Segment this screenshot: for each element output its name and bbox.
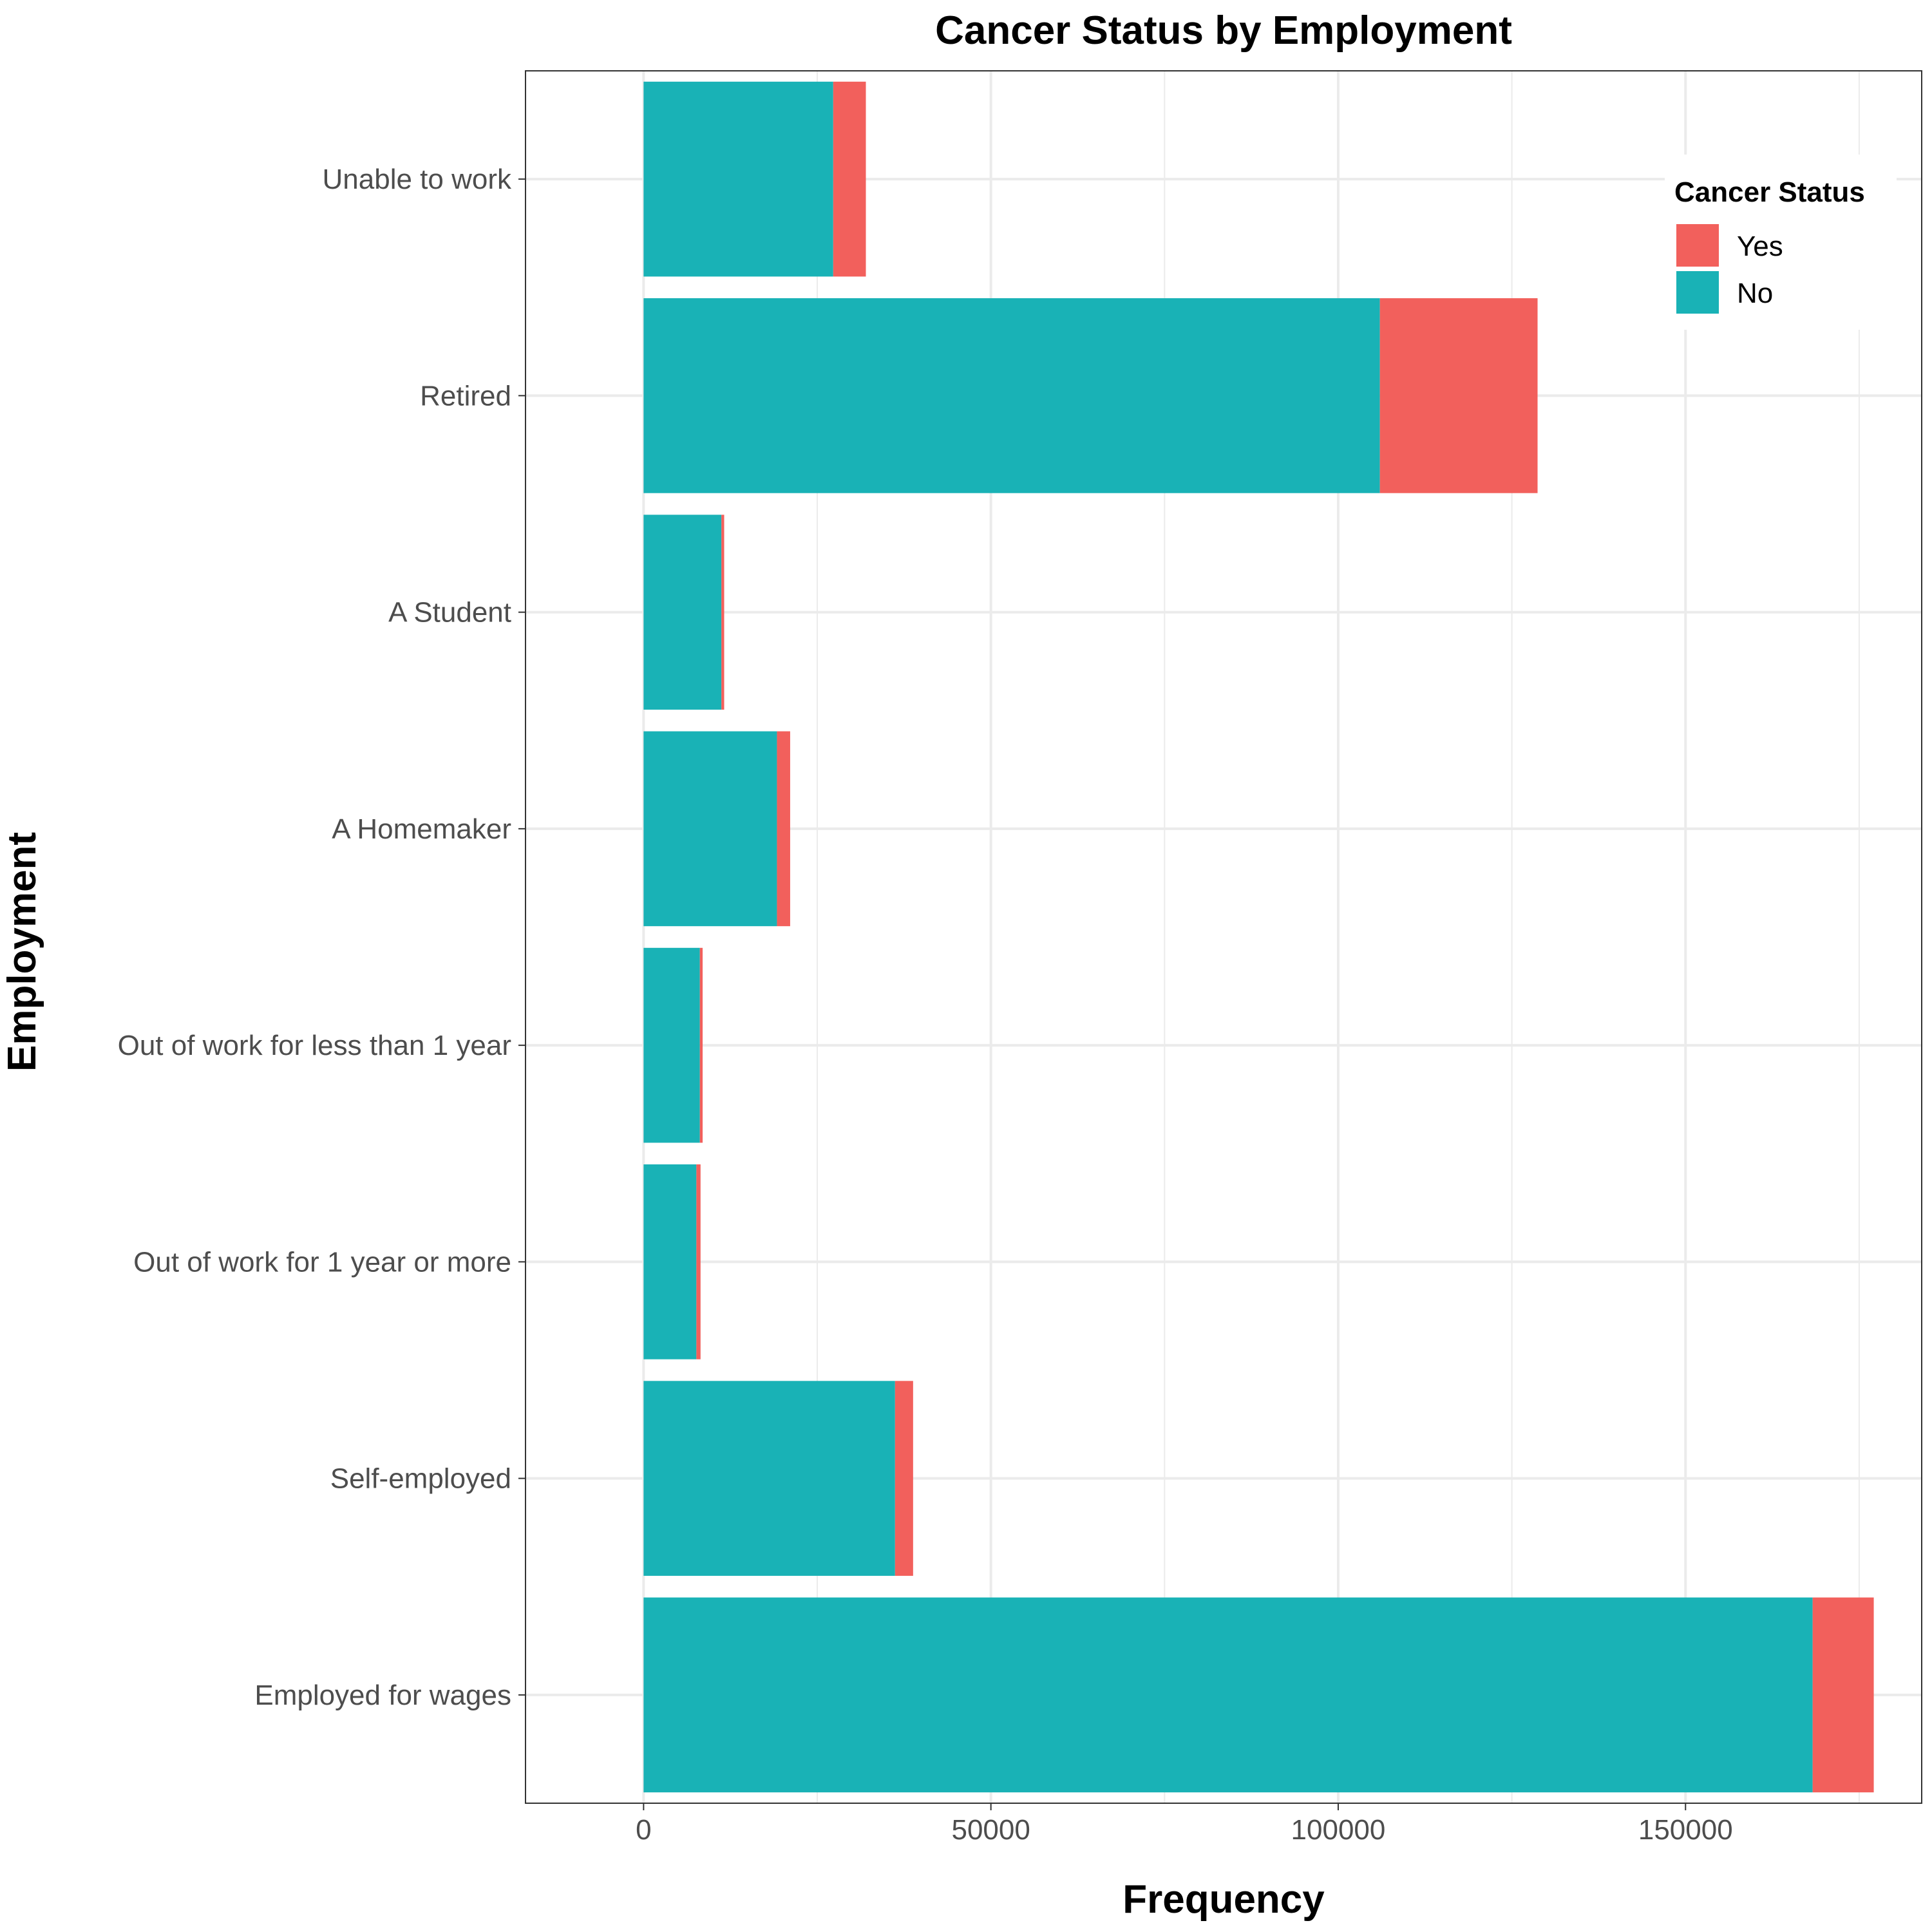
- bars: [643, 81, 1874, 1793]
- y-tick-label: Retired: [420, 380, 511, 412]
- bar-unable-to-work-yes: [833, 81, 866, 277]
- bar-self-employed-yes: [895, 1381, 913, 1576]
- legend-title: Cancer Status: [1674, 176, 1865, 208]
- y-tick-label: Self-employed: [330, 1463, 511, 1495]
- x-tick-label: 50000: [951, 1814, 1030, 1846]
- legend-key-yes: [1676, 224, 1719, 267]
- legend-label-yes: Yes: [1737, 231, 1783, 262]
- y-tick-label: A Homemaker: [332, 813, 511, 845]
- chart-title: Cancer Status by Employment: [935, 8, 1512, 53]
- axes: Unable to work Retired A Student A Homemake…: [118, 164, 1733, 1846]
- bar-self-employed-no: [643, 1381, 895, 1576]
- legend: Cancer Status Yes No: [1665, 155, 1897, 330]
- legend-label-no: No: [1737, 278, 1773, 309]
- bar-employed-for-wages-yes: [1812, 1597, 1874, 1793]
- bar-out-of-work-for-1-year-or-more-yes: [696, 1164, 701, 1359]
- y-tick-label: Out of work for 1 year or more: [133, 1246, 511, 1278]
- bar-a-student-yes: [721, 515, 724, 710]
- legend-key-no: [1676, 271, 1719, 314]
- x-tick-label: 150000: [1638, 1814, 1733, 1846]
- bar-unable-to-work-no: [643, 81, 833, 277]
- bar-out-of-work-for-1-year-or-more-no: [643, 1164, 697, 1359]
- bar-a-homemaker-yes: [777, 731, 790, 927]
- panel-border: [525, 70, 1922, 1804]
- y-tick-label: Out of work for less than 1 year: [118, 1030, 511, 1061]
- y-tick-label: Employed for wages: [254, 1680, 511, 1711]
- bar-a-student-no: [643, 515, 722, 710]
- bar-retired-yes: [1379, 298, 1538, 493]
- x-axis-title: Frequency: [1122, 1877, 1325, 1922]
- bar-a-homemaker-no: [643, 731, 777, 927]
- x-tick-label: 100000: [1291, 1814, 1386, 1846]
- bar-out-of-work-for-less-than-1-year-yes: [699, 947, 703, 1143]
- y-tick-label: Unable to work: [323, 164, 512, 195]
- y-tick-label: A Student: [388, 597, 511, 629]
- bar-retired-no: [643, 298, 1380, 493]
- y-axis-title: Employment: [0, 832, 44, 1072]
- x-tick-label: 0: [636, 1814, 651, 1846]
- bar-employed-for-wages-no: [643, 1597, 1813, 1793]
- bar-out-of-work-for-less-than-1-year-no: [643, 947, 700, 1143]
